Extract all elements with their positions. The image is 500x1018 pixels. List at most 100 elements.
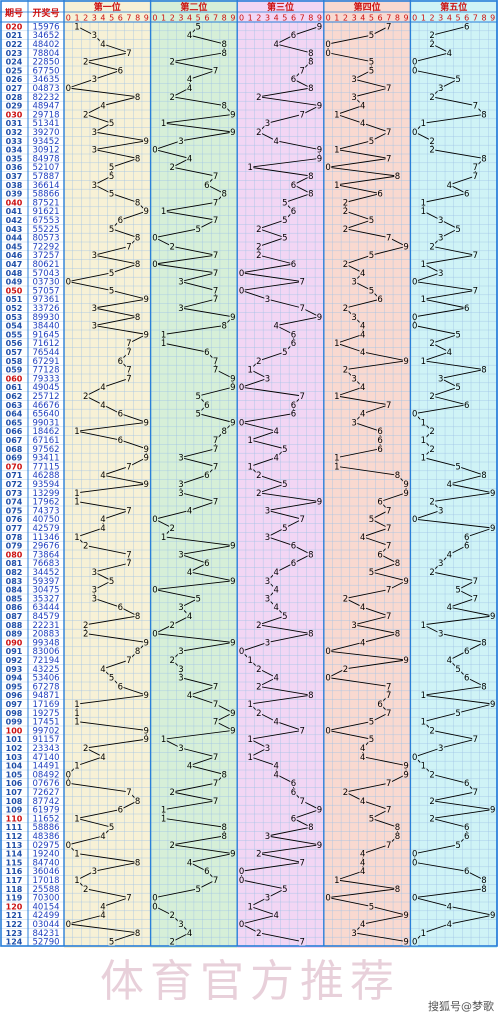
draw-number: 99702 bbox=[32, 726, 59, 736]
digit-header: 2 bbox=[83, 14, 88, 23]
digit-marker: 1 bbox=[421, 691, 426, 701]
period-label: 060 bbox=[6, 374, 23, 383]
digit-marker-bg bbox=[489, 911, 496, 920]
digit-marker-bg bbox=[359, 638, 366, 647]
digit-marker: 1 bbox=[161, 119, 166, 129]
period-label: 025 bbox=[6, 66, 23, 75]
digit-marker-bg bbox=[298, 277, 306, 286]
digit-marker: 0 bbox=[412, 410, 417, 420]
digit-marker: 2 bbox=[170, 58, 175, 68]
digit-marker-bg bbox=[463, 832, 470, 840]
digit-marker-bg bbox=[264, 744, 271, 752]
digit-marker-bg bbox=[99, 911, 107, 920]
digit-marker-bg bbox=[402, 656, 410, 664]
digit-marker-bg bbox=[420, 691, 427, 700]
digit-marker: 8 bbox=[221, 832, 226, 842]
digit-marker: 1 bbox=[421, 762, 426, 772]
digit-marker-bg bbox=[472, 101, 479, 110]
digit-marker-bg bbox=[316, 145, 323, 154]
digit-marker: 8 bbox=[395, 832, 400, 842]
digit-marker-bg bbox=[290, 559, 297, 568]
digit-marker: 0 bbox=[152, 630, 157, 640]
digit-marker-bg bbox=[298, 515, 306, 524]
draw-number: 48386 bbox=[32, 832, 59, 842]
digit-marker-bg bbox=[186, 691, 193, 700]
digit-marker: 8 bbox=[221, 102, 226, 112]
digit-marker-bg bbox=[212, 295, 219, 304]
digit-marker-bg bbox=[350, 928, 358, 937]
digit-marker: 9 bbox=[144, 638, 149, 648]
draw-number: 77128 bbox=[32, 366, 59, 376]
digit-marker-bg bbox=[454, 840, 462, 849]
digit-marker-bg bbox=[342, 365, 349, 374]
digit-marker-bg bbox=[359, 119, 366, 128]
digit-marker-bg bbox=[333, 145, 340, 154]
digit-marker: 6 bbox=[291, 75, 296, 85]
digit-marker: 5 bbox=[369, 902, 374, 912]
digit-marker-bg bbox=[125, 788, 133, 796]
period-label: 058 bbox=[6, 357, 23, 366]
digit-marker: 9 bbox=[403, 357, 408, 367]
digit-marker-bg bbox=[134, 198, 141, 207]
digit-marker: 9 bbox=[403, 762, 408, 772]
digit-marker-bg bbox=[446, 656, 453, 664]
draw-number: 33726 bbox=[32, 304, 59, 314]
digit-marker: 2 bbox=[343, 665, 348, 675]
digit-marker-bg bbox=[463, 189, 470, 198]
digit-marker-bg bbox=[324, 893, 332, 902]
draw-number: 76683 bbox=[32, 559, 59, 569]
digit-marker: 3 bbox=[178, 647, 183, 657]
digit-marker: 4 bbox=[360, 348, 365, 358]
digit-marker-bg bbox=[73, 488, 81, 497]
digit-marker: 9 bbox=[230, 542, 235, 552]
digit-marker: 2 bbox=[83, 621, 88, 631]
digit-marker: 7 bbox=[299, 110, 304, 120]
digit-marker-bg bbox=[169, 788, 176, 796]
digit-marker-bg bbox=[246, 902, 254, 911]
digit-marker: 0 bbox=[412, 753, 417, 763]
digit-marker: 3 bbox=[178, 550, 183, 560]
digit-marker-bg bbox=[342, 224, 349, 233]
digit-marker-bg bbox=[324, 163, 332, 172]
digit-marker-bg bbox=[385, 154, 392, 163]
digit-marker: 6 bbox=[291, 339, 296, 349]
digit-marker: 3 bbox=[178, 665, 183, 675]
digit-marker-bg bbox=[255, 664, 263, 673]
digit-marker: 9 bbox=[403, 770, 408, 780]
digit-marker: 1 bbox=[161, 806, 166, 816]
digit-marker-bg bbox=[82, 884, 89, 893]
digit-marker: 3 bbox=[351, 278, 356, 288]
digit-marker-bg bbox=[428, 339, 436, 348]
digit-marker: 5 bbox=[369, 137, 374, 147]
digit-marker-bg bbox=[203, 559, 211, 568]
digit-marker: 8 bbox=[308, 58, 313, 68]
digit-marker-bg bbox=[108, 937, 115, 946]
digit-marker-bg bbox=[411, 312, 418, 321]
digit-header: 8 bbox=[135, 14, 140, 23]
digit-marker: 5 bbox=[369, 58, 374, 68]
digit-marker: 8 bbox=[308, 691, 313, 701]
digit-marker: 7 bbox=[213, 718, 218, 728]
digit-marker-bg bbox=[264, 295, 271, 304]
digit-marker: 3 bbox=[265, 894, 270, 904]
period-label: 089 bbox=[6, 630, 23, 639]
digit-marker-bg bbox=[238, 268, 245, 277]
digit-marker-bg bbox=[420, 717, 427, 726]
digit-marker-bg bbox=[82, 629, 89, 638]
digit-marker-bg bbox=[342, 304, 349, 312]
digit-header: 6 bbox=[118, 14, 123, 23]
digit-marker-bg bbox=[281, 884, 289, 893]
period-label: 034 bbox=[6, 146, 23, 155]
digit-marker-bg bbox=[385, 708, 392, 717]
digit-marker: 0 bbox=[412, 850, 417, 860]
digit-marker-bg bbox=[151, 585, 159, 594]
digit-marker: 7 bbox=[213, 269, 218, 279]
digit-marker: 5 bbox=[282, 524, 287, 534]
digit-marker: 4 bbox=[447, 480, 452, 490]
digit-marker-bg bbox=[212, 779, 219, 788]
digit-marker-bg bbox=[368, 251, 375, 260]
digit-marker: 1 bbox=[74, 489, 79, 499]
period-label: 051 bbox=[6, 295, 23, 304]
digit-marker: 4 bbox=[360, 850, 365, 860]
period-label: 098 bbox=[6, 709, 23, 718]
